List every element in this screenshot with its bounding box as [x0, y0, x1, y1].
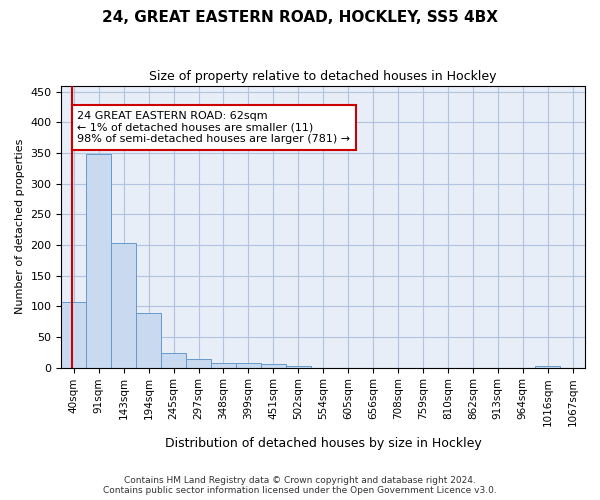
Bar — [186, 359, 211, 368]
Text: 24, GREAT EASTERN ROAD, HOCKLEY, SS5 4BX: 24, GREAT EASTERN ROAD, HOCKLEY, SS5 4BX — [102, 10, 498, 25]
Bar — [111, 243, 136, 368]
Bar — [136, 313, 161, 368]
Text: 24 GREAT EASTERN ROAD: 62sqm
← 1% of detached houses are smaller (11)
98% of sem: 24 GREAT EASTERN ROAD: 62sqm ← 1% of det… — [77, 111, 350, 144]
Bar — [286, 366, 311, 368]
Bar — [61, 302, 86, 368]
Y-axis label: Number of detached properties: Number of detached properties — [15, 139, 25, 314]
X-axis label: Distribution of detached houses by size in Hockley: Distribution of detached houses by size … — [165, 437, 482, 450]
Bar — [211, 362, 236, 368]
Bar — [261, 364, 286, 368]
Title: Size of property relative to detached houses in Hockley: Size of property relative to detached ho… — [149, 70, 497, 83]
Bar — [86, 154, 111, 368]
Text: Contains HM Land Registry data © Crown copyright and database right 2024.
Contai: Contains HM Land Registry data © Crown c… — [103, 476, 497, 495]
Bar — [236, 362, 261, 368]
Bar — [535, 366, 560, 368]
Bar — [161, 354, 186, 368]
